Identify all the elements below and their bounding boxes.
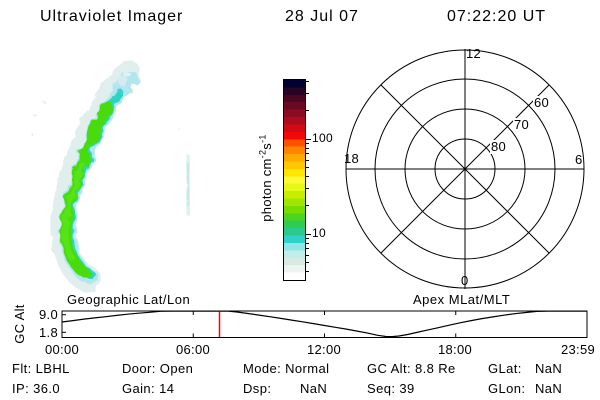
status-glon-label: GLon: (488, 381, 526, 396)
caption-apex-mlat-mlt: Apex MLat/MLT (413, 292, 511, 307)
unit-exp2: -1 (257, 134, 268, 143)
caption-geographic-latlon: Geographic Lat/Lon (67, 292, 191, 307)
xtick-0600: 06:00 (175, 342, 211, 357)
colorbar-tick (306, 188, 309, 190)
colorbar (283, 79, 306, 281)
colorbar-unit-label: photon cm-2s-1 (257, 134, 274, 222)
colorbar-tick-label-100: 100 (312, 131, 333, 145)
gcalt-ytick-1-8: 1.8 (39, 325, 58, 340)
gcalt-ytick-9: 9.0 (39, 307, 58, 322)
colorbar-tick (306, 233, 311, 235)
colorbar-tick (306, 81, 309, 83)
colorbar-tick (306, 248, 309, 250)
colorbar-tick (306, 242, 309, 244)
gcalt-panel (61, 310, 588, 338)
status-dsp-label: Dsp: (243, 381, 272, 396)
xtick-1200: 12:00 (306, 342, 342, 357)
colorbar-tick-label-10: 10 (312, 226, 326, 240)
polar-ring-label-70: 70 (513, 117, 531, 132)
colorbar-tick (306, 204, 309, 206)
aurora-image (31, 60, 193, 292)
status-gain: Gain: 14 (122, 381, 175, 396)
xtick-1800: 18:00 (437, 342, 473, 357)
xtick-0000: 00:00 (44, 342, 80, 357)
header-time: 07:22:20 UT (447, 8, 547, 25)
status-flt: Flt: LBHL (12, 361, 70, 376)
colorbar-tick (306, 159, 309, 161)
colorbar-tick (306, 93, 309, 95)
polar-label-18: 18 (344, 151, 360, 166)
status-glon-value: NaN (535, 381, 563, 396)
header-date: 28 Jul 07 (285, 8, 359, 25)
colorbar-tick (306, 237, 309, 239)
unit-exp: -2 (257, 149, 268, 159)
polar-label-6: 6 (575, 152, 583, 167)
status-mode: Mode: Normal (243, 361, 330, 376)
status-glat-label: GLat: (488, 361, 522, 376)
status-gc-alt: GC Alt: 8.8 Re (367, 361, 456, 376)
status-dsp-value: NaN (300, 381, 328, 396)
polar-ring-label-80: 80 (490, 139, 508, 154)
status-seq: Seq: 39 (367, 381, 415, 396)
polar-label-12: 12 (466, 46, 482, 61)
colorbar-tick (306, 262, 309, 264)
colorbar-tick (306, 153, 309, 155)
colorbar-tick (306, 147, 309, 149)
colorbar-tick (306, 138, 311, 140)
gcalt-axis-label: GC Alt (12, 304, 28, 344)
colorbar-tick (306, 109, 309, 111)
status-door: Door: Open (122, 361, 194, 376)
polar-ring-label-60: 60 (533, 95, 551, 110)
unit-base: photon cm (258, 158, 274, 222)
page-title: Ultraviolet Imager (40, 8, 184, 25)
polar-label-0: 0 (461, 273, 469, 288)
colorbar-tick (306, 167, 309, 169)
colorbar-tick (306, 254, 309, 256)
colorbar-tick (306, 176, 309, 178)
status-glat-value: NaN (535, 361, 563, 376)
polar-plot (345, 49, 585, 289)
xtick-2359: 23:59 (560, 342, 596, 357)
colorbar-tick (306, 142, 309, 144)
status-ip: IP: 36.0 (12, 381, 61, 396)
unit-base2: s (258, 142, 274, 150)
colorbar-tick (306, 271, 309, 273)
